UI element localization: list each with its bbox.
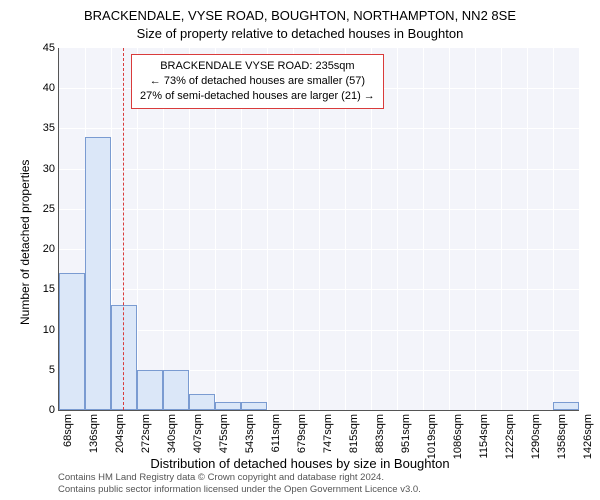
y-tick-label: 25 bbox=[27, 203, 55, 215]
x-tick-label: 475sqm bbox=[218, 414, 230, 453]
x-tick-label: 272sqm bbox=[140, 414, 152, 453]
histogram-bar bbox=[137, 370, 163, 410]
chart-title-line2: Size of property relative to detached ho… bbox=[0, 26, 600, 41]
x-tick-label: 1019sqm bbox=[426, 414, 438, 459]
x-tick-label: 611sqm bbox=[270, 414, 282, 452]
histogram-bar bbox=[163, 370, 189, 410]
histogram-bar bbox=[241, 402, 267, 410]
x-tick-label: 1358sqm bbox=[556, 414, 568, 459]
y-tick-label: 35 bbox=[27, 122, 55, 134]
x-tick-label: 747sqm bbox=[322, 414, 334, 453]
histogram-bar bbox=[111, 305, 137, 410]
y-tick-label: 5 bbox=[27, 364, 55, 376]
annotation-line2: ← 73% of detached houses are smaller (57… bbox=[140, 74, 375, 89]
x-tick-label: 1154sqm bbox=[478, 414, 490, 458]
x-tick-label: 68sqm bbox=[62, 414, 74, 447]
gridline-v bbox=[501, 48, 502, 410]
x-tick-label: 1426sqm bbox=[582, 414, 594, 459]
x-tick-label: 543sqm bbox=[244, 414, 256, 453]
x-tick-label: 815sqm bbox=[348, 414, 360, 453]
y-tick-label: 10 bbox=[27, 324, 55, 336]
y-tick-label: 0 bbox=[27, 404, 55, 416]
histogram-bar bbox=[85, 137, 111, 411]
gridline-v bbox=[527, 48, 528, 410]
x-tick-label: 136sqm bbox=[88, 414, 100, 453]
annotation-line3: 27% of semi-detached houses are larger (… bbox=[140, 89, 375, 104]
x-tick-label: 1290sqm bbox=[530, 414, 542, 459]
x-tick-label: 407sqm bbox=[192, 414, 204, 453]
gridline-v bbox=[449, 48, 450, 410]
footer-line2: Contains public sector information licen… bbox=[58, 484, 421, 496]
x-tick-label: 951sqm bbox=[400, 414, 412, 453]
histogram-bar bbox=[215, 402, 241, 410]
chart-title-line1: BRACKENDALE, VYSE ROAD, BOUGHTON, NORTHA… bbox=[0, 8, 600, 23]
y-tick-label: 30 bbox=[27, 163, 55, 175]
footer-line1: Contains HM Land Registry data © Crown c… bbox=[58, 472, 421, 484]
footer-text: Contains HM Land Registry data © Crown c… bbox=[58, 472, 421, 496]
histogram-bar bbox=[189, 394, 215, 410]
histogram-bar bbox=[553, 402, 579, 410]
x-tick-label: 340sqm bbox=[166, 414, 178, 453]
gridline-v bbox=[423, 48, 424, 410]
gridline-v bbox=[553, 48, 554, 410]
annotation-box: BRACKENDALE VYSE ROAD: 235sqm ← 73% of d… bbox=[131, 54, 384, 109]
marker-line bbox=[123, 48, 124, 410]
gridline-v bbox=[475, 48, 476, 410]
y-tick-label: 40 bbox=[27, 82, 55, 94]
x-tick-label: 1222sqm bbox=[504, 414, 516, 459]
gridline-v bbox=[397, 48, 398, 410]
y-tick-label: 20 bbox=[27, 243, 55, 255]
plot-area: BRACKENDALE VYSE ROAD: 235sqm ← 73% of d… bbox=[58, 48, 579, 411]
y-tick-label: 15 bbox=[27, 283, 55, 295]
x-tick-label: 679sqm bbox=[296, 414, 308, 453]
histogram-bar bbox=[59, 273, 85, 410]
x-tick-label: 1086sqm bbox=[452, 414, 464, 459]
x-tick-label: 204sqm bbox=[114, 414, 126, 453]
x-tick-label: 883sqm bbox=[374, 414, 386, 453]
histogram-chart: BRACKENDALE, VYSE ROAD, BOUGHTON, NORTHA… bbox=[0, 0, 600, 500]
annotation-line1: BRACKENDALE VYSE ROAD: 235sqm bbox=[140, 59, 375, 74]
y-tick-label: 45 bbox=[27, 42, 55, 54]
